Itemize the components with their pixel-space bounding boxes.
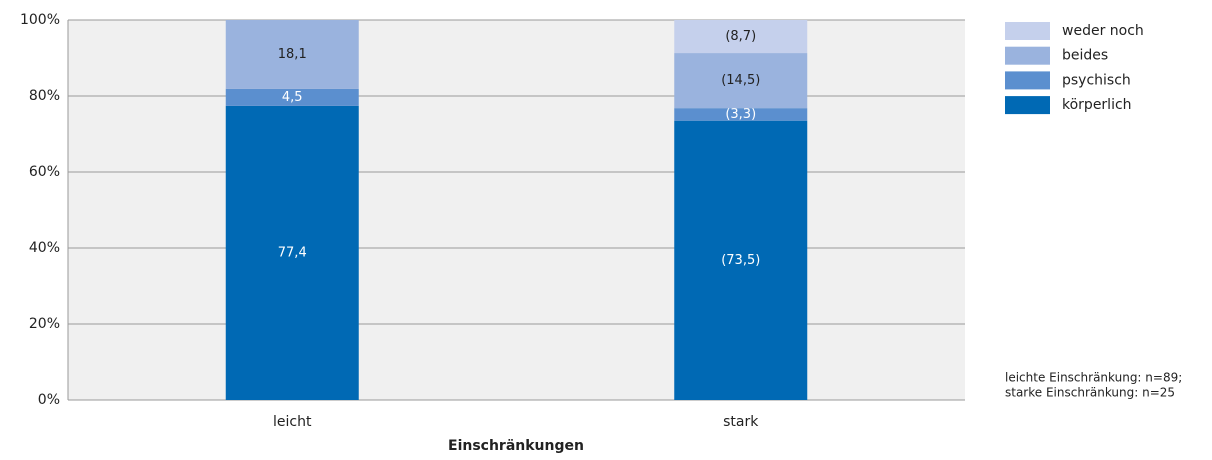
legend-swatch — [1005, 46, 1050, 65]
y-tick-label: 20% — [29, 316, 60, 332]
bar-segment — [674, 20, 808, 54]
bar-segment — [225, 20, 359, 89]
data-label: 18,1 — [278, 47, 307, 62]
legend-swatch — [1005, 22, 1050, 40]
note: leichte Einschränkung: n=89; — [1005, 371, 1182, 385]
note: starke Einschränkung: n=25 — [1005, 386, 1175, 400]
y-tick-label: 0% — [38, 392, 60, 408]
y-tick-label: 100% — [20, 12, 60, 28]
data-label: (73,5) — [721, 253, 760, 268]
legend-label: beides — [1062, 48, 1108, 64]
data-label: 4,5 — [282, 90, 303, 105]
data-label: (3,3) — [725, 107, 756, 122]
legend-label: psychisch — [1062, 72, 1131, 88]
x-tick-label: leicht — [273, 414, 312, 430]
x-axis-title: Einschränkungen — [448, 438, 584, 454]
bar-segment — [225, 88, 359, 106]
bar-segment — [674, 120, 808, 400]
bar-segment — [674, 108, 808, 121]
y-tick-label: 60% — [29, 164, 60, 180]
y-tick-label: 80% — [29, 88, 60, 104]
legend-swatch — [1005, 96, 1050, 115]
bar-segment — [674, 53, 808, 109]
legend-label: weder noch — [1062, 23, 1144, 39]
plot-area — [68, 20, 965, 400]
bar-segment — [225, 105, 359, 400]
y-tick-label: 40% — [29, 240, 60, 256]
data-label: 77,4 — [278, 245, 307, 260]
data-label: (8,7) — [725, 29, 756, 44]
legend-label: körperlich — [1062, 97, 1132, 113]
data-label: (14,5) — [721, 73, 760, 88]
legend-swatch — [1005, 71, 1050, 90]
x-tick-label: stark — [723, 414, 759, 430]
